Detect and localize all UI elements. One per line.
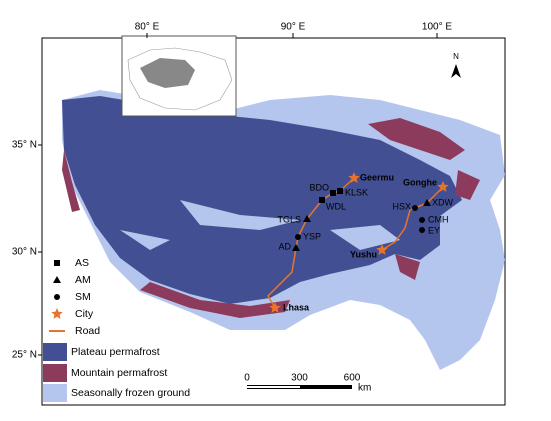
legend-label: SM: [75, 291, 91, 303]
station-label: Gonghe: [403, 177, 437, 187]
station-label: WDL: [326, 201, 346, 211]
station-label: XDW: [432, 197, 454, 207]
legend-label: Mountain permafrost: [71, 367, 167, 379]
legend-label: Road: [75, 325, 100, 337]
longitude-label: 90° E: [281, 22, 306, 33]
legend-label: AM: [75, 274, 91, 286]
scale-unit: km: [358, 383, 371, 394]
station-label: Yushu: [350, 249, 377, 259]
station-label: YSP: [303, 231, 321, 241]
marker-star: [376, 244, 388, 255]
scale-label: 300: [291, 373, 308, 384]
station-label: BDO: [309, 182, 329, 192]
scale-label: 600: [344, 373, 361, 384]
legend-label: Plateau permafrost: [71, 346, 160, 358]
marker-circle: [295, 234, 301, 240]
north-arrow: [451, 64, 461, 78]
marker-triangle: [53, 276, 61, 283]
longitude-label: 100° E: [422, 22, 452, 33]
marker-star: [348, 172, 360, 183]
marker-triangle: [423, 199, 431, 206]
station-label: HSX: [392, 201, 411, 211]
legend-swatch: [43, 364, 67, 382]
marker-circle: [419, 217, 425, 223]
marker-circle: [412, 205, 418, 211]
station-label: KLSK: [345, 187, 368, 197]
marker-star: [437, 181, 449, 192]
marker-square: [337, 188, 343, 194]
mountain-permafrost-areas: [62, 118, 480, 318]
marker-star: [51, 308, 63, 319]
marker-circle: [54, 294, 60, 300]
marker-circle: [419, 227, 425, 233]
marker-square: [54, 260, 60, 266]
legend-label: City: [75, 308, 94, 320]
scale-label: 0: [244, 373, 250, 384]
latitude-label: 35° N: [12, 140, 37, 151]
legend-label: AS: [75, 257, 89, 269]
legend-label: Seasonally frozen ground: [71, 387, 190, 399]
station-label: CMH: [428, 214, 449, 224]
station-label: AD: [278, 241, 291, 251]
road: [267, 177, 355, 309]
inset-map: [121, 35, 237, 117]
marker-triangle: [292, 244, 300, 251]
marker-square: [330, 190, 336, 196]
station-label: Geermu: [360, 172, 394, 182]
station-label: Lhasa: [283, 302, 310, 312]
north-label: N: [453, 52, 459, 61]
marker-square: [319, 197, 325, 203]
longitude-label: 80° E: [135, 22, 160, 33]
station-label: EY: [428, 225, 440, 235]
marker-triangle: [303, 215, 311, 222]
plateau-permafrost-area: [62, 96, 462, 304]
legend-swatch: [43, 343, 67, 361]
legend-swatch: [43, 384, 67, 402]
station-label: TGLS: [277, 214, 301, 224]
latitude-label: 30° N: [12, 247, 37, 258]
latitude-label: 25° N: [12, 350, 37, 361]
marker-star: [269, 302, 281, 313]
plateau-gaps: [120, 200, 400, 250]
